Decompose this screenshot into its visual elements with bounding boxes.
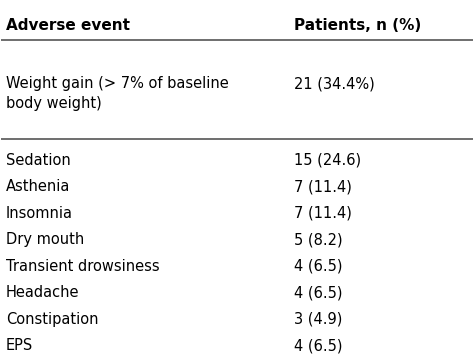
Text: Dry mouth: Dry mouth	[6, 232, 84, 247]
Text: 7 (11.4): 7 (11.4)	[293, 206, 351, 220]
Text: Headache: Headache	[6, 285, 80, 300]
Text: 15 (24.6): 15 (24.6)	[293, 153, 361, 168]
Text: Patients, n (%): Patients, n (%)	[293, 18, 421, 33]
Text: 4 (6.5): 4 (6.5)	[293, 258, 342, 274]
Text: 4 (6.5): 4 (6.5)	[293, 338, 342, 353]
Text: Constipation: Constipation	[6, 312, 99, 327]
Text: EPS: EPS	[6, 338, 33, 353]
Text: Asthenia: Asthenia	[6, 179, 71, 194]
Text: 3 (4.9): 3 (4.9)	[293, 312, 342, 327]
Text: 5 (8.2): 5 (8.2)	[293, 232, 342, 247]
Text: 21 (34.4%): 21 (34.4%)	[293, 76, 374, 91]
Text: 4 (6.5): 4 (6.5)	[293, 285, 342, 300]
Text: Transient drowsiness: Transient drowsiness	[6, 258, 160, 274]
Text: Sedation: Sedation	[6, 153, 71, 168]
Text: Adverse event: Adverse event	[6, 18, 130, 33]
Text: 7 (11.4): 7 (11.4)	[293, 179, 351, 194]
Text: Insomnia: Insomnia	[6, 206, 73, 220]
Text: Weight gain (> 7% of baseline
body weight): Weight gain (> 7% of baseline body weigh…	[6, 76, 229, 111]
